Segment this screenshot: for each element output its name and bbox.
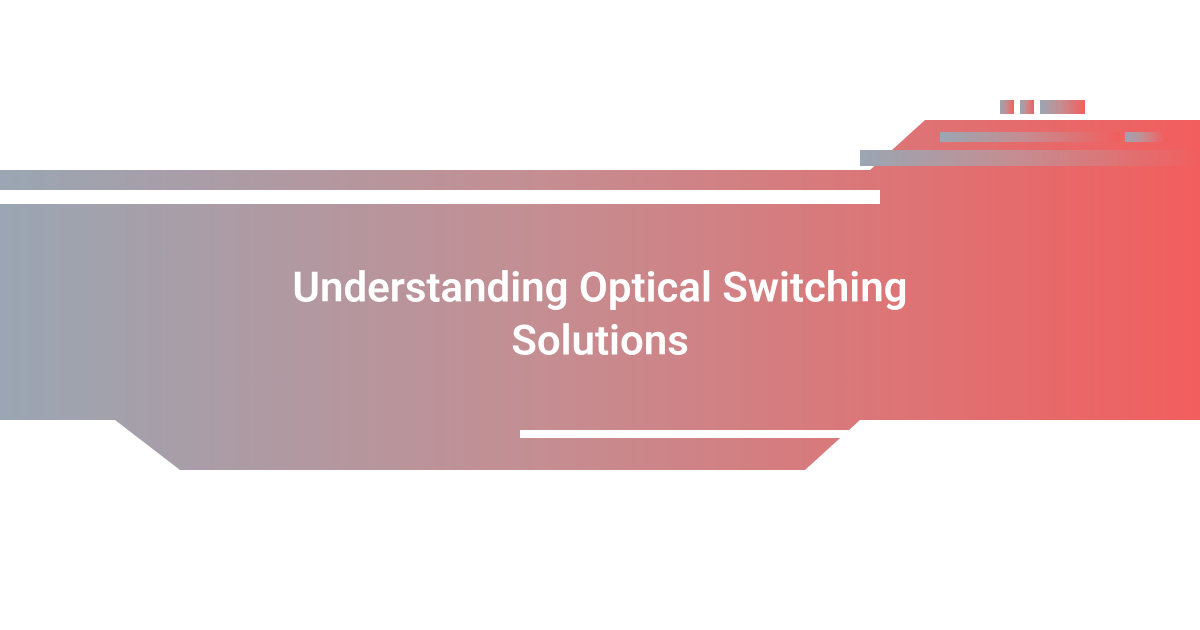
accent-bar-white-0	[0, 190, 880, 204]
banner-canvas: Understanding Optical Switching Solution…	[0, 0, 1200, 630]
accent-bar-gradient-2	[860, 150, 1200, 166]
accent-bar-gradient-4	[1020, 100, 1034, 114]
accent-bar-white-1	[520, 430, 940, 438]
accent-bar-white-2	[980, 452, 1200, 460]
banner-title: Understanding Optical Switching Solution…	[0, 263, 1200, 368]
accent-bar-gradient-1	[1125, 132, 1165, 142]
accent-bar-gradient-3	[1000, 100, 1014, 114]
accent-bar-gradient-5	[1040, 100, 1085, 114]
accent-bar-gradient-0	[940, 132, 1120, 142]
